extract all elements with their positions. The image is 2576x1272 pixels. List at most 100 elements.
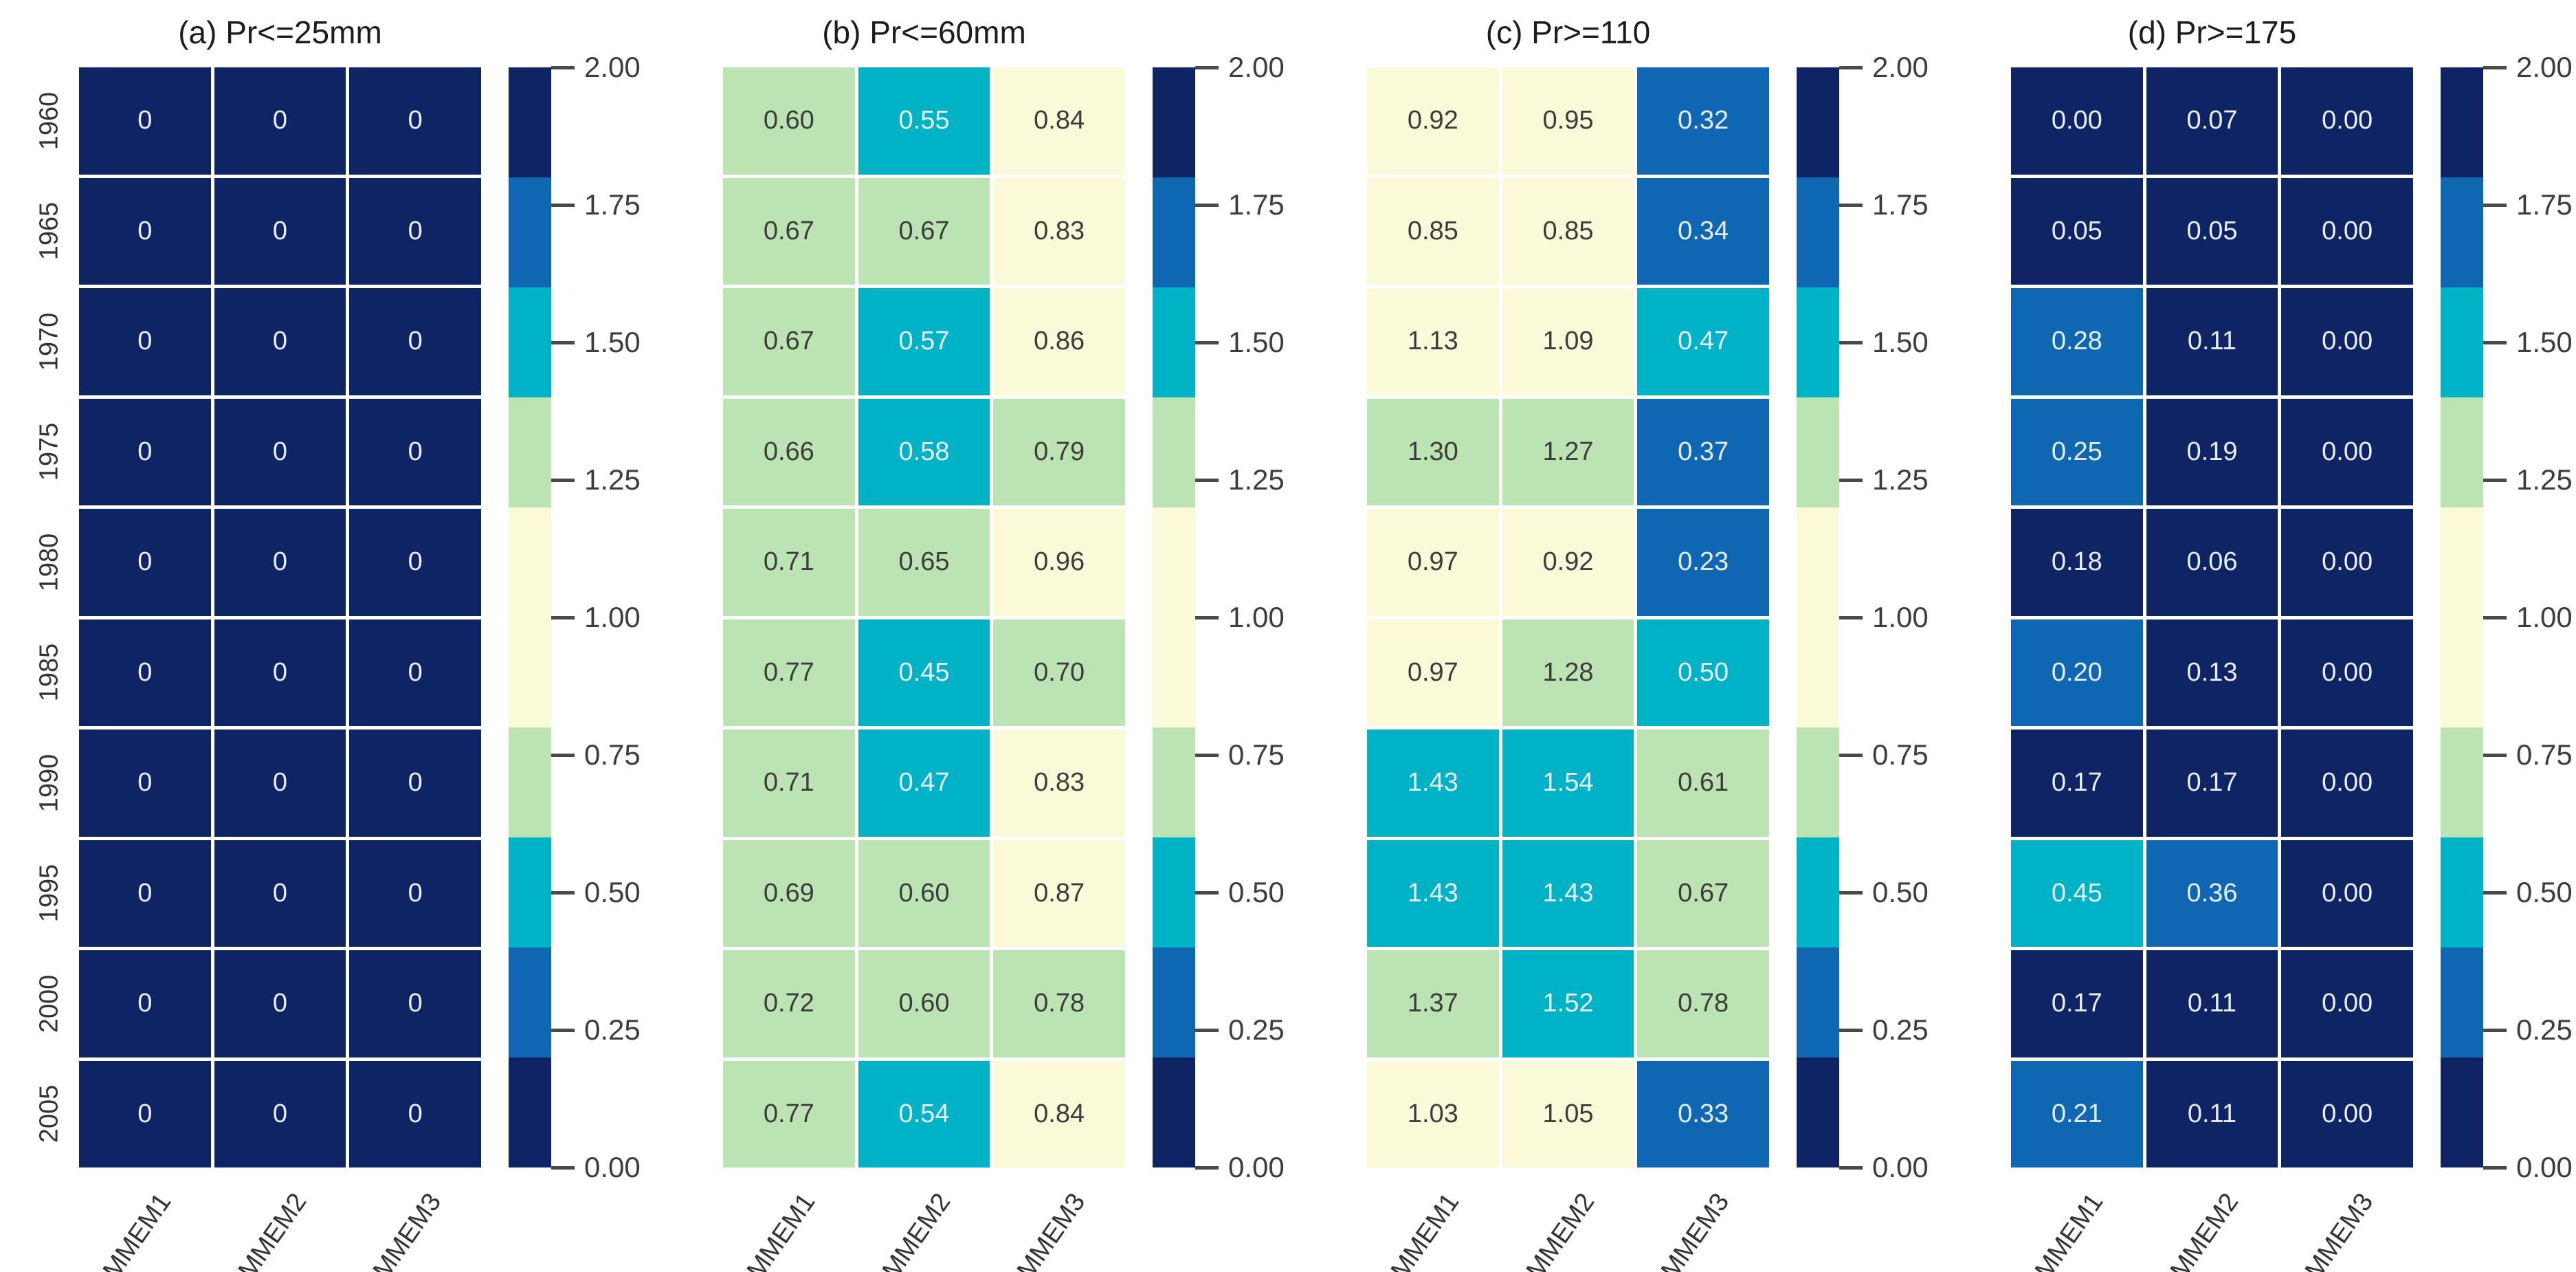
colorbar-tick-0.25: 0.25: [1839, 1013, 1929, 1046]
tick-dash: [2483, 478, 2507, 482]
colorbar-tick-label: 0.75: [584, 738, 641, 771]
cell-a-1995-MMEM1: 0: [79, 840, 211, 947]
y-tick-label-1990: 1990: [34, 754, 64, 813]
colorbar-tick-1.75: 1.75: [2483, 188, 2573, 221]
panel-a-colorbar-ticks: 2.00 1.75 1.50 1.25 1.00 0.75 0.50 0.25 0.00: [551, 51, 644, 1183]
colorbar-tick-label: 0.25: [584, 1013, 641, 1046]
colorbar-segment: [2441, 67, 2483, 177]
colorbar-tick-label: 0.25: [2516, 1013, 2573, 1046]
tick-dash: [1195, 478, 1219, 482]
cell-d-2000-MMEM1: 0.17: [2011, 950, 2143, 1057]
panel-d-heatmap: 0.00 0.07 0.00 0.05 0.05 0.00 0.28 0.11 0.00 0.25…: [2011, 67, 2413, 1167]
colorbar-segment: [1797, 947, 1839, 1057]
tick-dash: [1839, 1028, 1863, 1032]
cell-a-1960-MMEM1: 0: [79, 67, 211, 175]
cell-b-1995-MMEM2: 0.60: [858, 840, 990, 947]
colorbar-segment: [509, 67, 551, 177]
cell-c-1960-MMEM1: 0.92: [1367, 67, 1499, 175]
panel-c-heatmap: 0.92 0.95 0.32 0.85 0.85 0.34 1.13 1.09 0.47 1.30…: [1367, 67, 1769, 1167]
cell-d-2005-MMEM1: 0.21: [2011, 1060, 2143, 1167]
colorbar-tick-0.00: 0.00: [1195, 1151, 1285, 1184]
tick-dash: [2483, 65, 2507, 69]
tick-dash: [551, 1028, 575, 1032]
colorbar-tick-label: 1.25: [1872, 463, 1929, 496]
colorbar-segment: [1797, 287, 1839, 397]
cell-b-1970-MMEM3: 0.86: [993, 288, 1125, 395]
cell-b-1985-MMEM1: 0.77: [723, 619, 855, 726]
colorbar-tick-label: 0.75: [1228, 738, 1285, 771]
panel-d-colorbar-ticks: 2.00 1.75 1.50 1.25 1.00 0.75 0.50 0.25 0.00: [2483, 51, 2576, 1183]
cell-c-1980-MMEM2: 0.92: [1502, 509, 1634, 616]
colorbar-tick-0.25: 0.25: [551, 1013, 641, 1046]
colorbar-segment: [1797, 67, 1839, 177]
cell-d-2000-MMEM2: 0.11: [2146, 950, 2278, 1057]
tick-dash: [1839, 203, 1863, 207]
tick-dash: [2483, 1028, 2507, 1032]
colorbar-tick-0.50: 0.50: [2483, 876, 2573, 909]
x-tick-label-MMEM3: MMEM3: [1656, 1188, 1735, 1272]
cell-d-1965-MMEM3: 0.00: [2281, 177, 2413, 285]
colorbar-segment: [1153, 507, 1195, 727]
colorbar-segment: [2441, 727, 2483, 837]
cell-b-1990-MMEM1: 0.71: [723, 730, 855, 837]
tick-dash: [551, 890, 575, 895]
cell-b-1960-MMEM1: 0.60: [723, 67, 855, 175]
cell-b-2005-MMEM3: 0.84: [993, 1060, 1125, 1167]
y-tick-label-1975: 1975: [34, 422, 64, 481]
colorbar-tick-2.00: 2.00: [2483, 51, 2573, 84]
y-tick-label-1960: 1960: [34, 91, 64, 151]
cell-b-1980-MMEM3: 0.96: [993, 509, 1125, 616]
cell-d-1960-MMEM2: 0.07: [2146, 67, 2278, 175]
colorbar-tick-label: 0.00: [584, 1151, 641, 1183]
cell-c-1960-MMEM3: 0.32: [1637, 67, 1769, 175]
cell-a-1995-MMEM3: 0: [349, 840, 481, 947]
cell-a-1970-MMEM3: 0: [349, 288, 481, 395]
cell-a-1995-MMEM2: 0: [214, 840, 346, 947]
cell-c-1970-MMEM3: 0.47: [1637, 288, 1769, 395]
cell-a-1990-MMEM1: 0: [79, 730, 211, 837]
x-tick-label-MMEM1: MMEM1: [2029, 1188, 2109, 1272]
colorbar-segment: [2441, 397, 2483, 507]
colorbar-tick-label: 1.25: [2516, 463, 2573, 496]
panel-b-model-axis: MMEM1 MMEM2 MMEM3: [723, 1167, 1125, 1272]
cell-d-1990-MMEM2: 0.17: [2146, 730, 2278, 837]
cell-c-1990-MMEM3: 0.61: [1637, 730, 1769, 837]
cell-b-2000-MMEM3: 0.78: [993, 950, 1125, 1057]
cell-d-1995-MMEM1: 0.45: [2011, 840, 2143, 947]
colorbar-tick-0.50: 0.50: [551, 876, 641, 909]
cell-c-1975-MMEM3: 0.37: [1637, 398, 1769, 505]
cell-a-1970-MMEM2: 0: [214, 288, 346, 395]
colorbar-tick-label: 2.00: [584, 51, 641, 83]
tick-dash: [2483, 340, 2507, 344]
cell-d-1985-MMEM2: 0.13: [2146, 619, 2278, 726]
colorbar-segment: [1153, 947, 1195, 1057]
x-tick-label-MMEM1: MMEM1: [97, 1188, 177, 1272]
colorbar-segment: [1797, 507, 1839, 727]
colorbar-tick-1.00: 1.00: [1195, 601, 1285, 634]
colorbar-tick-label: 0.50: [1872, 876, 1929, 908]
cell-c-1970-MMEM1: 1.13: [1367, 288, 1499, 395]
cell-a-1960-MMEM2: 0: [214, 67, 346, 175]
cell-d-1985-MMEM1: 0.20: [2011, 619, 2143, 726]
panel-a-colorbar: [509, 67, 551, 1167]
cell-b-1975-MMEM2: 0.58: [858, 398, 990, 505]
colorbar-tick-1.75: 1.75: [1839, 188, 1929, 221]
cell-b-1975-MMEM3: 0.79: [993, 398, 1125, 505]
colorbar-tick-0.75: 0.75: [551, 738, 641, 771]
cell-c-1995-MMEM2: 1.43: [1502, 840, 1634, 947]
colorbar-tick-label: 0.25: [1228, 1013, 1285, 1046]
tick-dash: [1195, 1165, 1219, 1170]
cell-c-1985-MMEM2: 1.28: [1502, 619, 1634, 726]
panel-c-model-axis: MMEM1 MMEM2 MMEM3: [1367, 1167, 1769, 1272]
cell-b-1985-MMEM2: 0.45: [858, 619, 990, 726]
tick-dash: [551, 65, 575, 69]
cell-b-1990-MMEM3: 0.83: [993, 730, 1125, 837]
colorbar-tick-0.75: 0.75: [1195, 738, 1285, 771]
cell-b-1985-MMEM3: 0.70: [993, 619, 1125, 726]
colorbar-segment: [1797, 177, 1839, 287]
cell-d-1970-MMEM1: 0.28: [2011, 288, 2143, 395]
colorbar-tick-label: 1.00: [584, 601, 641, 633]
y-tick-label-1970: 1970: [34, 312, 64, 371]
